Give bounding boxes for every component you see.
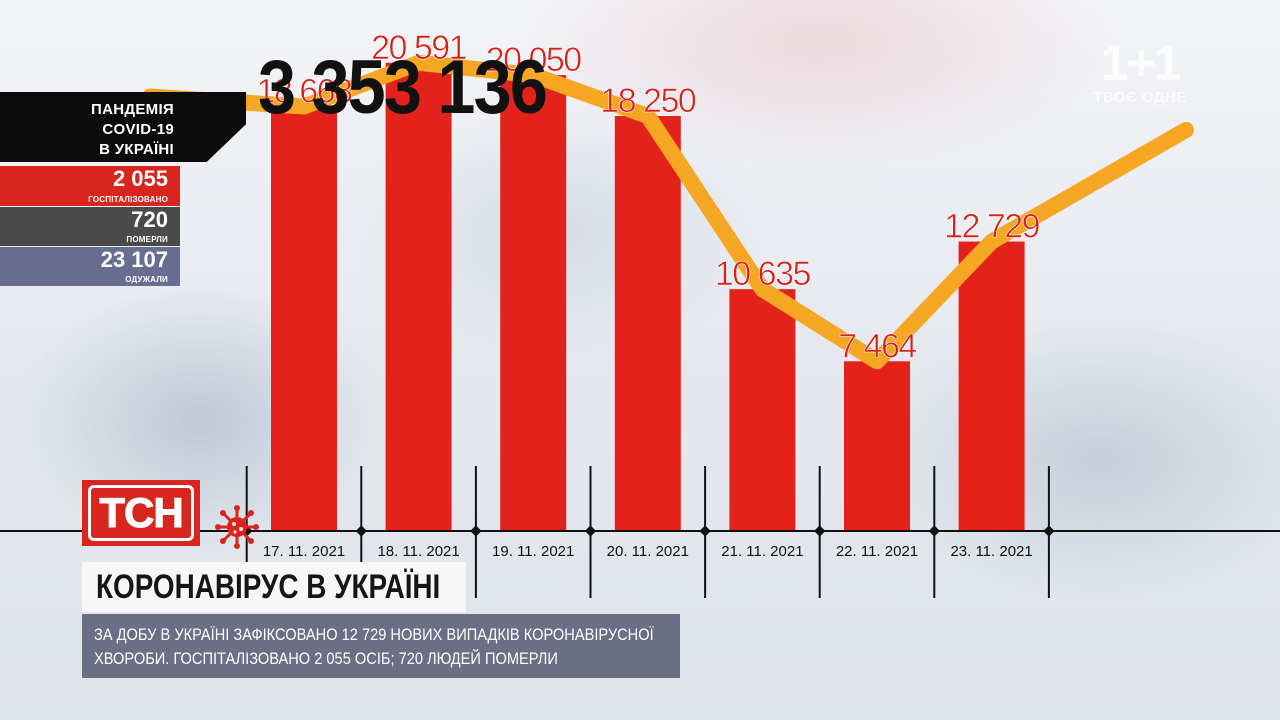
hospitalized-stat: 2 055 ГОСПІТАЛІЗОВАНО — [0, 166, 180, 206]
tick-diamond-6 — [814, 525, 826, 537]
tsn-logo: ТСН — [82, 480, 200, 546]
category-label-5: 21. 11. 2021 — [721, 543, 803, 560]
bar-3 — [500, 75, 567, 531]
tick-diamond-8 — [1043, 525, 1055, 537]
headline-bar: КОРОНАВІРУС В УКРАЇНІ — [82, 562, 466, 612]
recovered-value: 23 107 — [100, 247, 168, 272]
pandemic-title-line-1: ПАНДЕМІЯ — [91, 101, 174, 118]
bar-5 — [729, 289, 796, 531]
channel-logo-main: 1+1 — [1100, 35, 1182, 91]
tsn-logo-text: ТСН — [88, 485, 194, 541]
died-value: 720 — [131, 207, 168, 232]
tick-diamond-5 — [699, 525, 711, 537]
category-label-2: 18. 11. 2021 — [377, 543, 459, 560]
died-stat: 720 ПОМЕРЛИ — [0, 207, 180, 246]
tick-diamond-3 — [470, 525, 482, 537]
bar-6 — [844, 361, 910, 531]
bar-1 — [271, 106, 337, 531]
value-label-2: 20 591 — [371, 29, 467, 67]
category-label-4: 20. 11. 2021 — [607, 543, 689, 560]
total-cases-number: 3 353 136 — [258, 45, 548, 130]
ticker-line-2: ХВОРОБИ. ГОСПІТАЛІЗОВАНО 2 055 ОСІБ; 720… — [94, 649, 558, 668]
ticker-line-1: ЗА ДОБУ В УКРАЇНІ ЗАФІКСОВАНО 12 729 НОВ… — [94, 625, 654, 644]
value-label-5: 10 635 — [715, 255, 811, 293]
bar-4 — [614, 116, 681, 532]
pandemic-title-box: ПАНДЕМІЯ COVID-19 В УКРАЇНІ — [0, 92, 246, 162]
value-label-6: 7 464 — [838, 327, 916, 365]
died-label: ПОМЕРЛИ — [126, 235, 168, 244]
bar-2 — [385, 62, 452, 531]
tick-diamond-2 — [355, 525, 367, 537]
pandemic-title-line-3: В УКРАЇНІ — [99, 141, 174, 158]
value-label-4: 18 250 — [600, 82, 696, 120]
category-label-3: 19. 11. 2021 — [492, 543, 574, 560]
news-ticker: ЗА ДОБУ В УКРАЇНІ ЗАФІКСОВАНО 12 729 НОВ… — [82, 614, 680, 678]
category-label-1: 17. 11. 2021 — [263, 543, 345, 560]
category-label-7: 23. 11. 2021 — [950, 543, 1032, 560]
tick-diamond-7 — [928, 525, 940, 537]
trend-line — [142, 54, 1194, 370]
value-labels: 18 668 20 591 20 050 18 250 10 635 7 464 12 72… — [256, 28, 1041, 365]
category-labels: 17. 11. 2021 18. 11. 2021 19. 11. 2021 20. … — [263, 543, 1033, 560]
recovered-stat: 23 107 ОДУЖАЛИ — [0, 247, 180, 286]
headline-text: КОРОНАВІРУС В УКРАЇНІ — [96, 568, 441, 606]
value-label-1: 18 668 — [257, 73, 353, 111]
tick-diamond-4 — [584, 525, 597, 537]
pandemic-title-line-2: COVID-19 — [102, 121, 174, 138]
bar-7 — [958, 241, 1025, 532]
virus-icon — [215, 505, 259, 549]
channel-logo-sub: ТВОЄ ОДНЕ — [1093, 89, 1187, 106]
hospitalized-label: ГОСПІТАЛІЗОВАНО — [88, 195, 168, 204]
value-label-3: 20 050 — [486, 41, 582, 79]
recovered-label: ОДУЖАЛИ — [125, 275, 168, 284]
hospitalized-value: 2 055 — [112, 166, 168, 191]
value-label-7: 12 729 — [944, 208, 1040, 246]
bars-group — [271, 62, 1025, 532]
category-label-6: 22. 11. 2021 — [836, 543, 918, 560]
channel-logo: 1+1 ТВОЄ ОДНЕ — [1080, 38, 1200, 105]
